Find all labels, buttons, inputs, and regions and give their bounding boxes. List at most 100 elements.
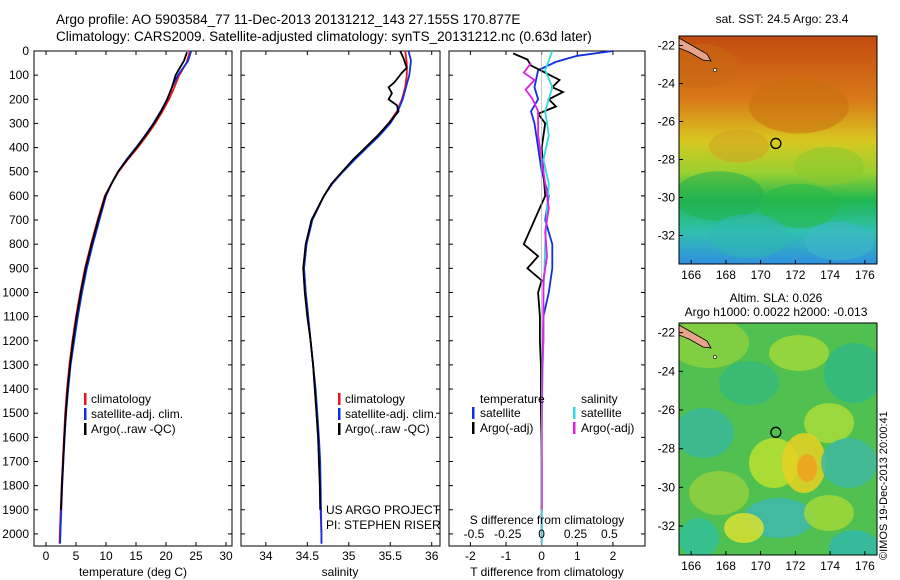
difference-xtick-label: -1	[501, 549, 512, 563]
sat-sst-ytick-label: -22	[658, 39, 676, 53]
sla-field-patch	[724, 513, 764, 543]
depth-tick-label: 300	[9, 116, 29, 130]
altim-sla-xtick-label: 174	[820, 559, 840, 573]
temperature-legend-swatch	[84, 423, 87, 435]
temperature-xtick-label: 20	[159, 549, 173, 563]
altim-sla-xtick-label: 172	[785, 559, 805, 573]
salinity-legend-swatch	[338, 423, 341, 435]
sst-field-patch	[794, 146, 864, 186]
s-diff-tick-label: 0.5	[601, 527, 618, 541]
depth-tick-label: 2000	[2, 527, 29, 541]
temperature-legend-label: Argo(..raw -QC)	[91, 422, 176, 436]
difference-series-line	[522, 62, 550, 510]
s-diff-tick-label: -0.5	[464, 527, 485, 541]
sst-field-patch	[749, 78, 849, 134]
temperature-axis-label: temperature (deg C)	[79, 565, 187, 579]
difference-panel: -2 -1 0 1 2	[448, 50, 646, 563]
altim-sla-ytick-label: -22	[658, 326, 676, 340]
sla-field-patch	[769, 335, 829, 371]
sla-field-patch	[689, 471, 749, 515]
sla-map-title-line1: Altim. SLA: 0.026	[730, 291, 823, 305]
temperature-legend-label: climatology	[91, 392, 151, 406]
altim-sla-field	[679, 323, 877, 555]
temperature-panel: 0 5 10 15 20 25 30	[33, 50, 233, 563]
salinity-legend-label: satellite-adj. clim.	[345, 407, 437, 421]
altim-sla-xtick-label: 170	[751, 559, 771, 573]
sat-sst-map-frame	[678, 35, 878, 265]
depth-tick-label: 800	[9, 237, 29, 251]
salinity-xtick-label: 36	[425, 549, 439, 563]
temperature-xtick-label: 5	[73, 549, 80, 563]
diff-legend-swatch	[573, 422, 576, 434]
depth-tick-label: 1700	[2, 454, 29, 468]
sst-field-patch	[679, 171, 764, 221]
sat-sst-ytick-label: -32	[658, 229, 676, 243]
sat-sst-ytick-label: -26	[658, 115, 676, 129]
difference-frame	[448, 50, 646, 547]
salinity-xtick-label: 34	[259, 549, 273, 563]
diff-legend-label: satellite	[480, 406, 521, 420]
sla-field-patch	[824, 343, 877, 403]
altim-sla-xtick-label: 176	[855, 559, 875, 573]
temperature-xtick-label: 10	[99, 549, 113, 563]
depth-tick-label: 600	[9, 189, 29, 203]
sla-field-patch	[679, 518, 719, 555]
sst-field-patch	[709, 214, 789, 258]
difference-xtick-label: 1	[574, 549, 581, 563]
altim-sla-ytick-label: -28	[658, 442, 676, 456]
difference-xtick-label: 2	[610, 549, 617, 563]
salinity-series-line	[302, 50, 408, 510]
sat-sst-ytick-label: -30	[658, 191, 676, 205]
diff-s-axis-label: S difference from climatology	[470, 513, 625, 527]
depth-tick-label: 1100	[3, 310, 29, 324]
sat-sst-ytick-label: -24	[658, 77, 676, 91]
figure-title-line2: Climatology: CARS2009. Satellite-adjuste…	[56, 29, 592, 44]
altim-sla-ytick-label: -30	[658, 480, 676, 494]
salinity-annotation: US ARGO PROJECT	[326, 503, 441, 517]
diff-legend-label: satellite	[581, 406, 622, 420]
diff-axis-label: T difference from climatology	[470, 565, 624, 579]
diff-legend-label: Argo(-adj)	[480, 421, 533, 435]
temperature-xtick-label: 30	[219, 549, 233, 563]
depth-tick-label: 200	[9, 92, 29, 106]
temperature-series-line	[60, 51, 188, 510]
sat-sst-xtick-label: 168	[716, 268, 736, 282]
sat-sst-field	[679, 36, 877, 264]
sla-field-patch	[679, 408, 734, 458]
sat-sst-map: 166 168 170 172 174 176 -22 -24 -26 -28 -30 -32	[658, 35, 878, 282]
depth-tick-label: 1300	[2, 358, 29, 372]
salinity-legend-label: climatology	[345, 392, 405, 406]
s-diff-tick-label: 0.25	[564, 527, 588, 541]
altim-sla-ytick-label: -26	[658, 403, 676, 417]
salinity-xtick-label: 34.5	[296, 549, 320, 563]
salinity-xtick-label: 35	[342, 549, 356, 563]
diff-legend-swatch	[472, 407, 475, 419]
island-small	[713, 68, 717, 72]
diff-legend-swatch	[573, 407, 576, 419]
altim-sla-ytick-label: -32	[658, 519, 676, 533]
island-new-caledonia	[679, 324, 712, 349]
depth-tick-label: 1000	[2, 285, 29, 299]
sst-map-title: sat. SST: 24.5 Argo: 23.4	[716, 12, 849, 26]
depth-tick-label: 1600	[2, 430, 29, 444]
depth-tick-label: 500	[9, 165, 29, 179]
depth-tick-label: 900	[9, 261, 29, 275]
salinity-axis-label: salinity	[322, 565, 359, 579]
depth-tick-label: 1900	[2, 503, 29, 517]
sst-field-patch	[759, 184, 839, 228]
sat-sst-ytick-label: -28	[658, 153, 676, 167]
sla-field-patch	[829, 530, 877, 555]
altim-sla-argo-position-marker	[770, 426, 782, 438]
depth-tick-label: 0	[22, 44, 29, 58]
sla-field-patch	[804, 495, 854, 531]
altim-sla-ytick-label: -24	[658, 364, 676, 378]
diff-legend-header-salinity: salinity	[581, 392, 618, 406]
sat-sst-xtick-label: 174	[820, 268, 840, 282]
s-diff-tick-label: 0	[538, 527, 545, 541]
altim-sla-xtick-label: 168	[716, 559, 736, 573]
sat-sst-xtick-label: 172	[785, 268, 805, 282]
sla-field-patch	[804, 403, 854, 443]
depth-tick-label: 1200	[2, 334, 29, 348]
salinity-legend-swatch	[338, 393, 341, 405]
salinity-annotation: PI: STEPHEN RISER	[326, 518, 441, 532]
